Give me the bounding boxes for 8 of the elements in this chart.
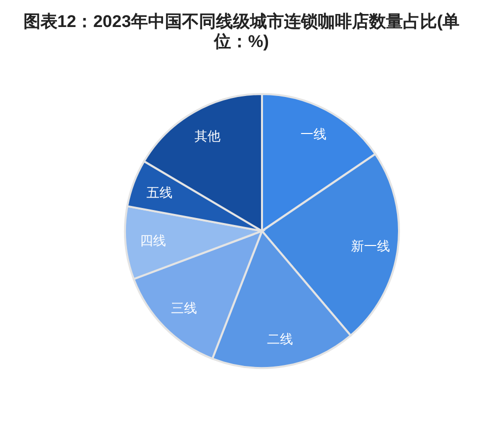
slice-label: 五线 (146, 185, 172, 200)
slice-label: 新一线 (351, 238, 390, 254)
slice-label: 其他 (194, 128, 221, 144)
slice-label: 一线 (300, 126, 326, 142)
slice-label: 四线 (140, 233, 166, 248)
chart-title: 图表12：2023年中国不同线级城市连锁咖啡店数量占比(单位：%) (22, 12, 461, 52)
slice-label: 二线 (267, 332, 294, 347)
slice-label: 三线 (171, 300, 198, 316)
